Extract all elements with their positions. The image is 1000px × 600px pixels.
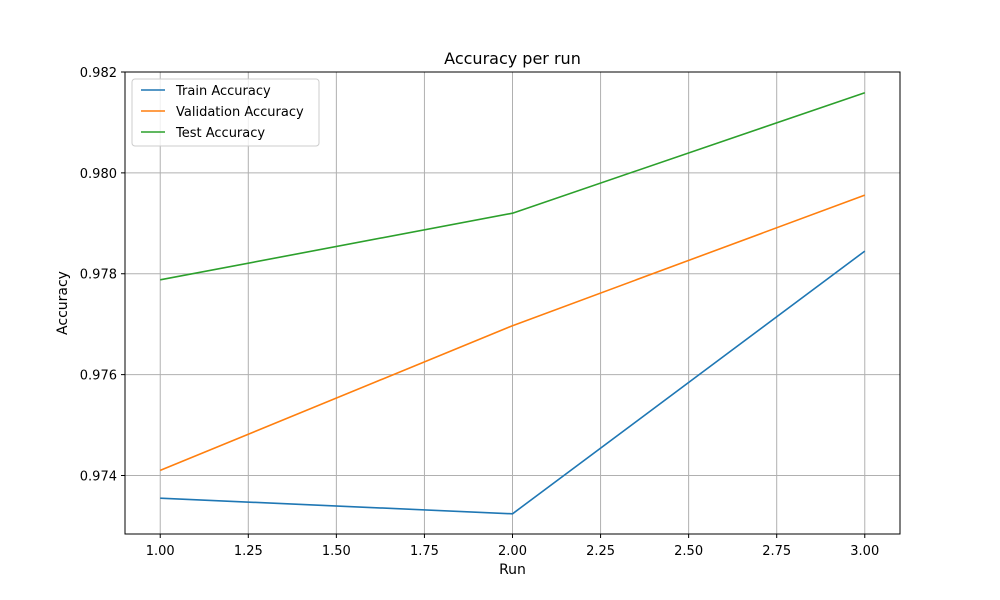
x-tick-label: 3.00 [850,544,879,559]
y-tick-label: 0.980 [80,167,117,182]
x-tick-label: 1.25 [234,544,263,559]
x-tick-label: 1.75 [410,544,439,559]
series-line-train-accuracy [160,250,866,515]
x-axis-title: Run [499,562,526,578]
series-line-validation-accuracy [159,194,866,472]
y-tick-label: 0.982 [80,66,117,81]
data-series [159,91,866,515]
legend-box [131,78,320,147]
y-tick-label: 0.976 [80,369,117,384]
x-tick-label: 2.00 [498,544,527,559]
axis-ticks: 1.00 1.25 1.50 1.75 2.00 2.25 2.50 2.75 3.00 0.97… [80,66,879,559]
x-tick-label: 2.75 [762,544,791,559]
x-tick-label: 2.25 [586,544,615,559]
y-tick-label: 0.978 [80,268,117,283]
legend-label: Test Accuracy [175,126,265,141]
series-line-test-accuracy [160,91,866,281]
chart-legend: Train Accuracy Validation Accuracy Test Ac… [131,78,320,147]
y-axis-title: Accuracy [55,271,71,335]
y-tick-label: 0.974 [80,469,117,484]
legend-label: Validation Accuracy [176,105,304,120]
x-tick-label: 1.00 [146,544,175,559]
x-tick-label: 1.50 [322,544,351,559]
chart-title: Accuracy per run [444,49,581,68]
legend-label: Train Accuracy [175,84,271,99]
x-tick-label: 2.50 [674,544,703,559]
